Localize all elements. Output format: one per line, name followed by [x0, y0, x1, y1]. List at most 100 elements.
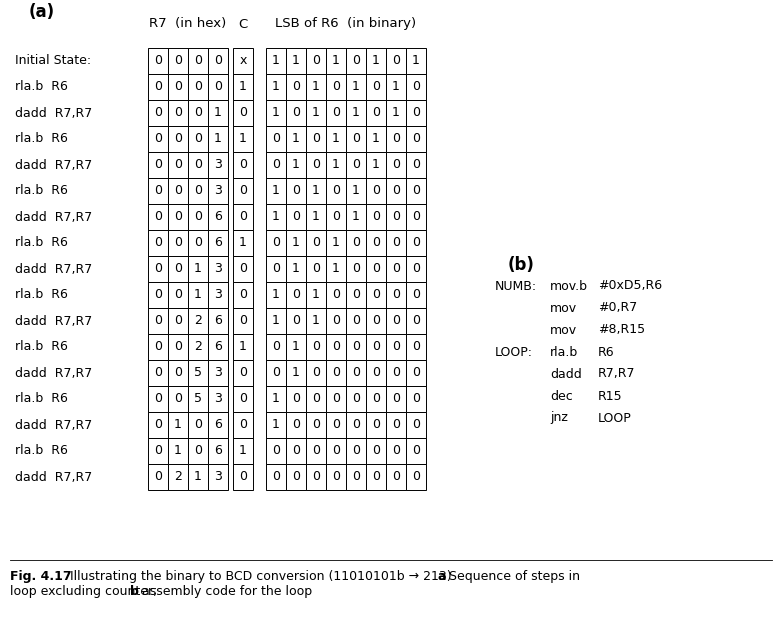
Bar: [188, 204, 208, 230]
Bar: [406, 334, 426, 360]
Bar: [168, 204, 188, 230]
Text: 0: 0: [372, 80, 380, 93]
Text: LSB of R6  (in binary): LSB of R6 (in binary): [275, 17, 417, 30]
Text: 0: 0: [272, 236, 280, 249]
Text: rla.b  R6: rla.b R6: [15, 445, 68, 458]
Text: 0: 0: [352, 392, 360, 406]
Text: 0: 0: [194, 445, 202, 458]
Text: 0: 0: [174, 366, 182, 379]
Text: 0: 0: [154, 80, 162, 93]
Bar: [286, 178, 306, 204]
Bar: [233, 412, 253, 438]
Text: 0: 0: [332, 289, 340, 302]
Bar: [306, 412, 326, 438]
Bar: [188, 412, 208, 438]
Text: 0: 0: [312, 132, 320, 146]
Bar: [366, 100, 386, 126]
Text: 0: 0: [154, 159, 162, 172]
Text: rla.b  R6: rla.b R6: [15, 289, 68, 302]
Bar: [346, 152, 366, 178]
Bar: [406, 152, 426, 178]
Bar: [148, 48, 168, 74]
Text: rla.b  R6: rla.b R6: [15, 132, 68, 146]
Bar: [386, 282, 406, 308]
Bar: [286, 464, 306, 490]
Text: 0: 0: [292, 315, 300, 328]
Text: 0: 0: [392, 159, 400, 172]
Bar: [306, 334, 326, 360]
Text: 1: 1: [332, 262, 340, 276]
Bar: [266, 204, 286, 230]
Bar: [208, 282, 228, 308]
Text: R7  (in hex): R7 (in hex): [149, 17, 227, 30]
Text: 1: 1: [239, 340, 247, 353]
Text: dadd  R7,R7: dadd R7,R7: [15, 106, 92, 119]
Text: 1: 1: [332, 159, 340, 172]
Text: 0: 0: [239, 470, 247, 483]
Bar: [148, 178, 168, 204]
Bar: [188, 178, 208, 204]
Bar: [148, 126, 168, 152]
Text: rla.b  R6: rla.b R6: [15, 392, 68, 406]
Bar: [366, 152, 386, 178]
Bar: [306, 256, 326, 282]
Text: 1: 1: [272, 289, 280, 302]
Text: 1: 1: [352, 80, 360, 93]
Text: 0: 0: [372, 419, 380, 432]
Bar: [366, 126, 386, 152]
Bar: [266, 74, 286, 100]
Text: 0: 0: [392, 419, 400, 432]
Bar: [233, 152, 253, 178]
Text: 0: 0: [412, 340, 420, 353]
Text: C: C: [239, 17, 248, 30]
Bar: [168, 334, 188, 360]
Bar: [406, 438, 426, 464]
Text: Illustrating the binary to BCD conversion (11010101b → 213).: Illustrating the binary to BCD conversio…: [62, 570, 460, 583]
Text: 0: 0: [352, 419, 360, 432]
Text: 0: 0: [194, 419, 202, 432]
Text: 1: 1: [412, 55, 420, 68]
Bar: [168, 464, 188, 490]
Bar: [148, 282, 168, 308]
Bar: [386, 74, 406, 100]
Bar: [266, 282, 286, 308]
Bar: [148, 464, 168, 490]
Bar: [386, 100, 406, 126]
Bar: [168, 386, 188, 412]
Text: 6: 6: [214, 315, 222, 328]
Bar: [148, 204, 168, 230]
Text: 0: 0: [392, 470, 400, 483]
Bar: [266, 48, 286, 74]
Text: 1: 1: [352, 106, 360, 119]
Text: Fig. 4.17: Fig. 4.17: [10, 570, 72, 583]
Text: 0: 0: [174, 315, 182, 328]
Text: 0: 0: [352, 289, 360, 302]
Bar: [326, 360, 346, 386]
Bar: [208, 230, 228, 256]
Bar: [188, 74, 208, 100]
Bar: [406, 386, 426, 412]
Text: 0: 0: [392, 445, 400, 458]
Text: 3: 3: [214, 262, 222, 276]
Bar: [386, 438, 406, 464]
Bar: [208, 48, 228, 74]
Bar: [188, 386, 208, 412]
Text: 1: 1: [272, 419, 280, 432]
Bar: [148, 360, 168, 386]
Text: 1: 1: [214, 106, 222, 119]
Bar: [286, 438, 306, 464]
Text: 3: 3: [214, 470, 222, 483]
Text: 0: 0: [154, 236, 162, 249]
Text: loop excluding counter;: loop excluding counter;: [10, 585, 161, 598]
Text: 0: 0: [154, 340, 162, 353]
Text: 0: 0: [332, 106, 340, 119]
Text: 0: 0: [352, 55, 360, 68]
Bar: [346, 126, 366, 152]
Text: 0: 0: [332, 315, 340, 328]
Text: dadd: dadd: [550, 368, 582, 381]
Bar: [188, 464, 208, 490]
Text: 0: 0: [312, 262, 320, 276]
Bar: [266, 308, 286, 334]
Text: 1: 1: [372, 55, 380, 68]
Bar: [168, 256, 188, 282]
